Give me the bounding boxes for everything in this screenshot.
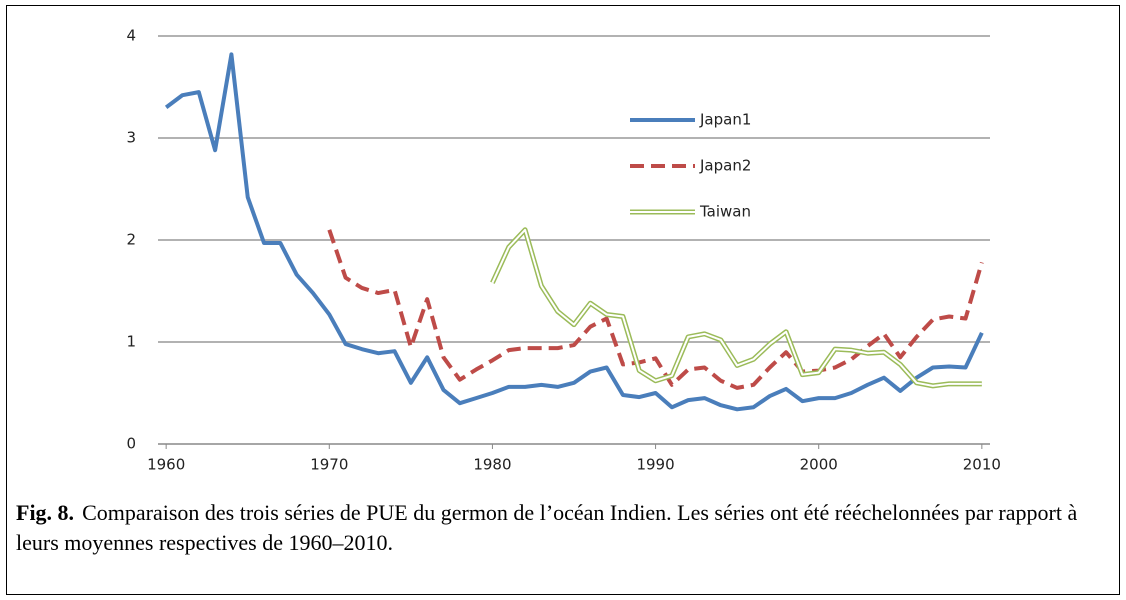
y-tick-label: 1 <box>126 333 136 351</box>
x-tick-label: 1970 <box>310 456 348 474</box>
x-tick-label: 2010 <box>963 456 1001 474</box>
x-tick-label: 2000 <box>800 456 838 474</box>
series-line <box>164 52 984 412</box>
legend-label: Japan1 <box>699 111 751 129</box>
caption-text: Comparaison des trois séries de PUE du g… <box>16 500 1078 555</box>
legend-label: Japan2 <box>699 157 751 175</box>
series-line <box>490 227 982 389</box>
y-tick-label: 0 <box>126 435 136 453</box>
legend-label: Taiwan <box>699 203 751 221</box>
y-tick-label: 2 <box>126 231 136 249</box>
x-tick-label: 1980 <box>473 456 511 474</box>
y-tick-label: 4 <box>126 27 136 45</box>
caption-label: Fig. 8. <box>16 500 75 525</box>
chart: 0 1 2 3 4 1960 1970 1980 1990 2000 2010 Japan1 Japan… <box>126 27 1001 474</box>
caption: Fig. 8. Comparaison des trois séries de P… <box>16 498 1116 558</box>
series-line <box>327 229 984 390</box>
x-tick-label: 1990 <box>636 456 674 474</box>
y-tick-label: 3 <box>126 129 136 147</box>
x-tick-label: 1960 <box>147 456 185 474</box>
series-line-inner <box>491 228 982 387</box>
figure-frame <box>6 5 1120 595</box>
